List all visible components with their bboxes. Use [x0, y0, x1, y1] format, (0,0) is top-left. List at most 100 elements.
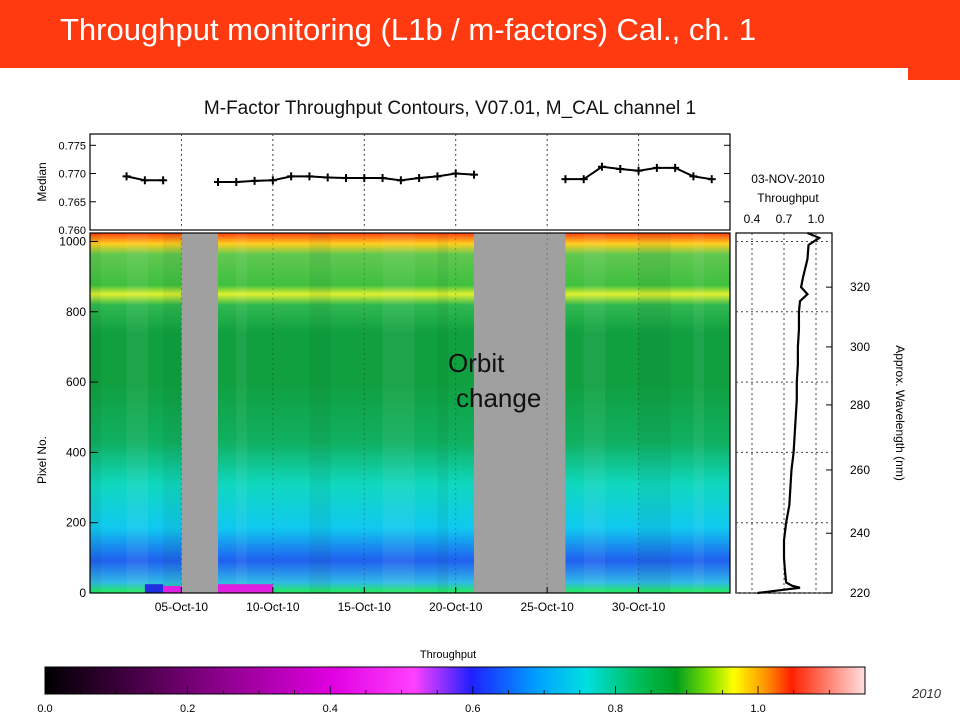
median-point: [616, 165, 625, 174]
profile-date-label: 03-NOV-2010: [751, 172, 825, 186]
median-point: [579, 175, 588, 184]
annotation-change: change: [456, 383, 541, 413]
annotation-orbit: Orbit: [448, 348, 505, 378]
heatmap-xticks: 05-Oct-10 10-Oct-10 15-Oct-10 20-Oct-10 25-O…: [155, 587, 666, 614]
title-bar: [0, 0, 908, 68]
median-point: [634, 166, 643, 175]
median-grid: [180, 134, 640, 230]
profile-xtick-label: 1.0: [808, 212, 825, 226]
heatmap-xtick-label: 15-Oct-10: [338, 600, 392, 614]
heatmap-column-band: [126, 233, 148, 593]
median-point: [140, 176, 149, 185]
data-gap-2: [474, 233, 566, 593]
median-ytick-label: 0.760: [58, 225, 86, 237]
wavelength-tick-label: 280: [850, 398, 870, 412]
colorbar-tick-label: 0.8: [608, 703, 623, 715]
median-panel-frame: [89, 133, 731, 231]
median-point: [342, 174, 350, 183]
wavelength-tick-label: 300: [850, 340, 870, 354]
colorbar-label: Throughput: [420, 649, 476, 661]
heatmap-data-gaps: [181, 233, 566, 593]
median-point: [214, 178, 222, 186]
heatmap-ytick-label: 0: [79, 586, 86, 600]
colorbar-tick-label: 1.0: [750, 703, 765, 715]
median-point: [378, 174, 387, 183]
data-gap-1: [181, 233, 218, 593]
wavelength-axis-label: Approx. Wavelength (nm): [893, 345, 907, 481]
profile-xticks: 0.4 0.7 1.0: [744, 212, 825, 226]
median-point: [396, 176, 405, 185]
heatmap-xtick-label: 10-Oct-10: [246, 600, 300, 614]
median-point: [360, 174, 369, 183]
median-point: [470, 170, 478, 179]
profile-xtick-label: 0.4: [744, 212, 761, 226]
heatmap-xtick-label: 20-Oct-10: [429, 600, 483, 614]
median-point: [707, 175, 716, 184]
median-point: [122, 172, 131, 181]
median-ytick-label: 0.765: [58, 197, 86, 209]
median-series: [122, 162, 716, 186]
median-point: [451, 169, 460, 178]
colorbar-gradient: [44, 666, 866, 695]
heatmap-column-band: [638, 233, 671, 593]
heatmap-grid: [180, 233, 640, 593]
heatmap-low-strip: [163, 585, 182, 593]
median-yticks: 0.775 0.770 0.765 0.760: [58, 140, 730, 237]
profile-throughput-line: [757, 231, 822, 595]
median-panel: 0.775 0.770 0.765 0.760 Median: [35, 133, 731, 237]
heatmap-panel: 1000 800 600 400 200 0 05-Oct-10 10-Oct-10 15-O…: [35, 232, 731, 614]
heatmap-ytick-label: 1000: [59, 234, 86, 248]
median-point: [250, 176, 259, 185]
wavelength-tick-label: 220: [850, 586, 870, 600]
heatmap-xtick-label: 25-Oct-10: [520, 600, 574, 614]
median-point: [159, 176, 168, 185]
median-point: [652, 163, 661, 172]
wavelength-tick-label: 260: [850, 463, 870, 477]
median-point: [689, 172, 698, 181]
wavelength-tick-label: 240: [850, 526, 870, 540]
median-point: [561, 175, 570, 184]
chart-title: M-Factor Throughput Contours, V07.01, M_…: [204, 98, 696, 119]
colorbar-tick-label: 0.0: [37, 703, 52, 715]
heatmap-column-bands: [90, 233, 705, 593]
colorbar-tick-label: 0.6: [465, 703, 480, 715]
heatmap-ytick-label: 200: [66, 516, 86, 530]
median-ytick-label: 0.770: [58, 169, 86, 181]
colorbar-tick-label: 0.4: [323, 703, 338, 715]
median-point: [232, 178, 241, 186]
median-point: [671, 163, 680, 172]
median-point: [287, 172, 296, 181]
throughput-figure: M-Factor Throughput Contours, V07.01, M_…: [35, 98, 907, 715]
median-point: [305, 172, 314, 181]
profile-xtick-label: 0.7: [776, 212, 793, 226]
median-ytick-label: 0.775: [58, 140, 86, 152]
heatmap-column-band: [309, 233, 331, 593]
heatmap-column-band: [382, 233, 415, 593]
profile-title: Throughput: [757, 191, 819, 205]
profile-wavelength-ticks: 320 300 280 260 240 220: [826, 280, 870, 600]
profile-panel: 03-NOV-2010 Throughput 0.4 0.7 1.0 320 300 2…: [735, 172, 907, 600]
footer-date-fragment: 2010: [912, 686, 941, 701]
median-point: [598, 162, 606, 171]
heatmap-column-band: [437, 233, 449, 593]
slide-title: Throughput monitoring (L1b / m-factors) …: [60, 12, 757, 47]
median-point: [323, 173, 332, 182]
median-point: [415, 174, 424, 183]
median-point: [268, 176, 277, 185]
profile-series: [757, 231, 822, 595]
title-bar-accent: [908, 0, 960, 80]
heatmap-xtick-label: 05-Oct-10: [155, 600, 209, 614]
wavelength-tick-label: 320: [850, 280, 870, 294]
heatmap-column-band: [236, 233, 247, 593]
heatmap-column-band: [693, 233, 705, 593]
heatmap-y-label: Pixel No.: [35, 436, 49, 484]
heatmap-ytick-label: 600: [66, 375, 86, 389]
heatmap-low-strip: [218, 584, 273, 593]
heatmap-yticks: 1000 800 600 400 200 0: [59, 234, 98, 600]
heatmap-ytick-label: 400: [66, 445, 86, 459]
colorbar: Throughput 0.0 0.2 0.4 0.6 0.8 1.0: [37, 649, 866, 715]
heatmap-frame: [89, 232, 731, 594]
heatmap-low-strip: [144, 584, 164, 593]
median-y-label: Median: [35, 162, 49, 201]
colorbar-ticks: 0.0 0.2 0.4 0.6 0.8 1.0: [37, 686, 866, 715]
